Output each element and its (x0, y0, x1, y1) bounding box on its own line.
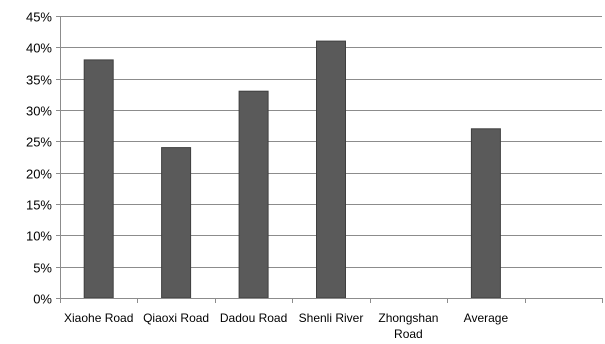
x-category-label: Shenli River (299, 311, 364, 325)
x-category-label: Zhongshan (378, 311, 438, 325)
bars (83, 40, 501, 299)
axes (56, 16, 603, 303)
y-tick-label: 0% (33, 292, 52, 307)
y-tick-label: 25% (26, 135, 52, 150)
y-tick-label: 5% (33, 261, 52, 276)
x-category-label: Average (464, 311, 509, 325)
bar (238, 90, 269, 299)
y-tick-label: 40% (26, 41, 52, 56)
x-category-label: Dadou Road (220, 311, 287, 325)
bar (470, 128, 501, 299)
x-axis-category-labels: Xiaohe Road Qiaoxi Road Dadou Road Shenli R… (64, 311, 508, 341)
x-category-label: Xiaohe Road (64, 311, 133, 325)
y-tick-label: 20% (26, 167, 52, 182)
bar (83, 59, 114, 299)
y-tick-label: 30% (26, 104, 52, 119)
bar (316, 40, 346, 299)
y-tick-label: 45% (26, 10, 52, 25)
y-tick-label: 35% (26, 73, 52, 88)
y-axis-tick-labels: 0% 5% 10% 15% 20% 25% 30% 35% 40% 45% (26, 10, 52, 307)
y-tick-label: 10% (26, 229, 52, 244)
x-category-label: Qiaoxi Road (143, 311, 209, 325)
bar (161, 147, 192, 299)
y-tick-label: 15% (26, 198, 52, 213)
x-category-label: Road (394, 327, 423, 341)
